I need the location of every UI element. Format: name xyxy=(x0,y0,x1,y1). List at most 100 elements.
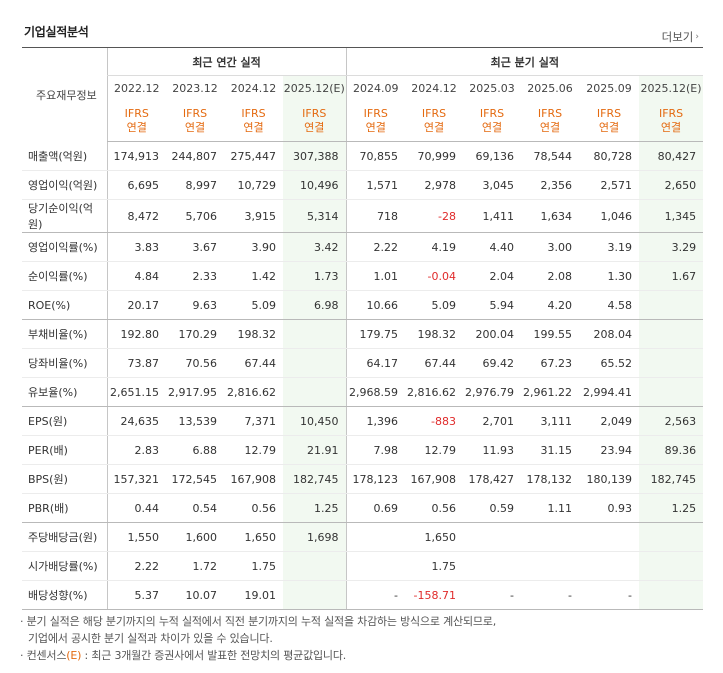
table-cell xyxy=(579,551,640,581)
financial-table: 주요재무정보 최근 연간 실적 최근 분기 실적 2022.12 2023.12 2024… xyxy=(22,47,704,610)
ifrs-header: IFRS 연결 xyxy=(639,100,704,142)
table-cell: 1.25 xyxy=(283,493,347,523)
table-row: PER(배) 2.83 6.88 12.79 21.91 7.98 12.79 11.93 31… xyxy=(22,435,704,465)
ifrs-label: IFRS xyxy=(241,106,266,120)
ifrs-label: IFRS xyxy=(124,106,149,120)
table-cell: 4.20 xyxy=(521,290,580,320)
table-cell: 1,650 xyxy=(405,522,464,552)
ifrs-header: IFRS 연결 xyxy=(579,100,640,142)
table-cell: 5,706 xyxy=(166,199,224,233)
table-cell: 5.09 xyxy=(224,290,283,320)
table-cell: 69,136 xyxy=(463,141,522,171)
consolidated-label: 연결 xyxy=(243,120,264,134)
table-cell: 6.88 xyxy=(166,435,224,465)
table-cell: 718 xyxy=(345,199,406,233)
table-cell: - xyxy=(463,580,522,610)
table-cell: 10.07 xyxy=(166,580,224,610)
table-cell: 3.19 xyxy=(579,232,640,262)
table-cell: 1.73 xyxy=(283,261,347,291)
table-cell: 0.56 xyxy=(224,493,283,523)
table-cell: 2,701 xyxy=(463,406,522,436)
table-cell: 2,650 xyxy=(639,170,704,200)
ifrs-header: IFRS 연결 xyxy=(224,100,283,142)
table-cell: 3.42 xyxy=(283,232,347,262)
table-cell: 6,695 xyxy=(106,170,166,200)
table-cell: 2,816.62 xyxy=(224,377,283,407)
ifrs-label: IFRS xyxy=(479,106,505,120)
table-cell: -158.71 xyxy=(405,580,464,610)
table-cell: 1,046 xyxy=(579,199,640,233)
row-label: ROE(%) xyxy=(22,290,107,320)
table-cell: 8,997 xyxy=(166,170,224,200)
ifrs-label: IFRS xyxy=(363,106,388,120)
table-cell: 5.37 xyxy=(106,580,166,610)
table-cell: 12.79 xyxy=(224,435,283,465)
table-cell: 4.84 xyxy=(106,261,166,291)
table-cell: 4.58 xyxy=(579,290,640,320)
table-cell: 31.15 xyxy=(521,435,580,465)
table-cell: 192.80 xyxy=(106,319,166,349)
table-cell: 67.44 xyxy=(405,348,464,378)
table-cell: 178,123 xyxy=(345,464,406,494)
consolidated-label: 연결 xyxy=(304,120,325,134)
table-cell: 208.04 xyxy=(579,319,640,349)
table-row: BPS(원) 157,321 172,545 167,908 182,745 178,12… xyxy=(22,464,704,494)
table-cell xyxy=(463,522,522,552)
row-label: 영업이익률(%) xyxy=(22,232,107,262)
period-header: 2023.12 xyxy=(172,81,218,95)
table-cell: 1,600 xyxy=(166,522,224,552)
ifrs-label: IFRS xyxy=(302,106,327,120)
period-header: 2025.03 xyxy=(469,81,515,95)
table-cell: 67.23 xyxy=(521,348,580,378)
table-cell: 2,978 xyxy=(405,170,464,200)
table-cell: 2,049 xyxy=(579,406,640,436)
table-cell: 198.32 xyxy=(224,319,283,349)
table-cell: 1.01 xyxy=(345,261,406,291)
footnote-2-text: : 최근 3개월간 증권사에서 발표한 전망치의 평균값입니다. xyxy=(84,649,347,662)
table-cell: 180,139 xyxy=(579,464,640,494)
ifrs-label: IFRS xyxy=(421,106,447,120)
ifrs-header: IFRS 연결 xyxy=(405,100,464,142)
ifrs-header: IFRS 연결 xyxy=(463,100,522,142)
table-cell: 1,634 xyxy=(521,199,580,233)
table-cell: 78,544 xyxy=(521,141,580,171)
row-label: 매출액(억원) xyxy=(22,141,107,171)
table-cell: 174,913 xyxy=(106,141,166,171)
table-row: PBR(배) 0.44 0.54 0.56 1.25 0.69 0.56 0.59 1.11 0.… xyxy=(22,493,704,523)
table-cell: 19.01 xyxy=(224,580,283,610)
table-cell: 167,908 xyxy=(224,464,283,494)
table-cell: 1,550 xyxy=(106,522,166,552)
table-cell: 1,571 xyxy=(345,170,406,200)
table-row: 순이익률(%) 4.84 2.33 1.42 1.73 1.01 -0.04 2.04 2.08… xyxy=(22,261,704,291)
ifrs-label: IFRS xyxy=(596,106,622,120)
more-link[interactable]: 더보기 › xyxy=(662,29,699,45)
table-cell: 1.30 xyxy=(579,261,640,291)
table-cell xyxy=(639,377,704,407)
table-cell: 70.56 xyxy=(166,348,224,378)
table-cell: -0.04 xyxy=(405,261,464,291)
table-cell: 1,411 xyxy=(463,199,522,233)
table-cell xyxy=(463,551,522,581)
table-cell: 9.63 xyxy=(166,290,224,320)
consolidated-label: 연결 xyxy=(539,120,561,134)
table-cell xyxy=(579,522,640,552)
table-cell: 3.00 xyxy=(521,232,580,262)
table-cell xyxy=(283,377,347,407)
ifrs-label: IFRS xyxy=(182,106,208,120)
consolidated-label: 연결 xyxy=(481,120,503,134)
row-label: 시가배당률(%) xyxy=(22,551,107,581)
table-cell: 179.75 xyxy=(345,319,406,349)
row-label: PBR(배) xyxy=(22,493,107,523)
table-cell xyxy=(521,551,580,581)
table-cell: 70,855 xyxy=(345,141,406,171)
consolidated-label: 연결 xyxy=(423,120,445,134)
table-cell: - xyxy=(345,580,406,610)
footnote-1-text: 분기 실적은 해당 분기까지의 누적 실적에서 직전 분기까지의 누적 실적을 … xyxy=(26,615,497,628)
table-cell: 3,045 xyxy=(463,170,522,200)
table-cell xyxy=(639,522,704,552)
table-cell: 73.87 xyxy=(106,348,166,378)
table-cell: 157,321 xyxy=(106,464,166,494)
table-row: 영업이익률(%) 3.83 3.67 3.90 3.42 2.22 4.19 4.40 3.00… xyxy=(22,232,704,262)
ifrs-label: IFRS xyxy=(658,106,684,120)
table-row: EPS(원) 24,635 13,539 7,371 10,450 1,396 -883 2,… xyxy=(22,406,704,436)
